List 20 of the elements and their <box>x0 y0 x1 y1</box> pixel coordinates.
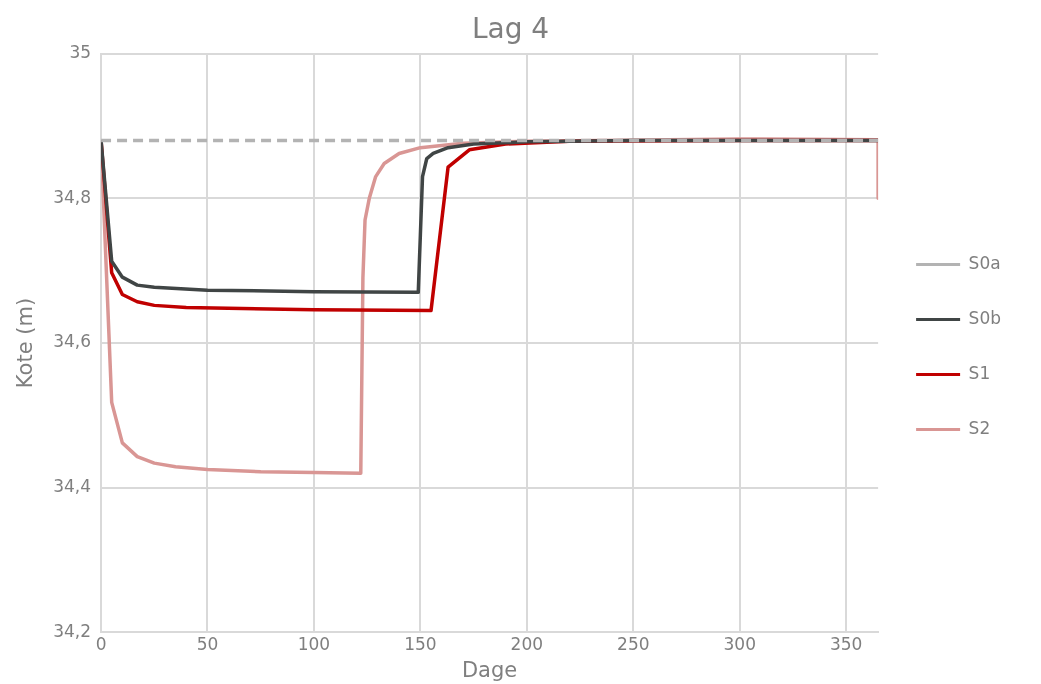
y-tick-label: 34,2 <box>53 620 92 641</box>
y-tick-label: 35 <box>69 42 92 63</box>
legend-label: S0b <box>968 307 1002 328</box>
y-tick-label: 34,6 <box>53 331 92 352</box>
x-tick-label: 0 <box>95 634 107 655</box>
x-tick-label: 300 <box>723 634 756 655</box>
legend-label: S2 <box>968 417 991 438</box>
legend-label: S0a <box>968 252 1001 273</box>
x-tick-label: 150 <box>404 634 437 655</box>
y-tick-label: 34,8 <box>53 186 92 207</box>
legend-label: S1 <box>968 362 991 383</box>
x-tick-label: 200 <box>510 634 544 655</box>
chart-title: Lag 4 <box>471 12 550 46</box>
y-tick-label: 34,4 <box>53 476 92 497</box>
x-tick-label: 50 <box>196 634 219 655</box>
x-tick-label: 350 <box>829 634 863 655</box>
x-axis-title: Dage <box>461 657 518 682</box>
x-tick-label: 250 <box>617 634 650 655</box>
x-tick-label: 100 <box>297 634 331 655</box>
y-axis-title: Kote (m) <box>13 297 38 389</box>
